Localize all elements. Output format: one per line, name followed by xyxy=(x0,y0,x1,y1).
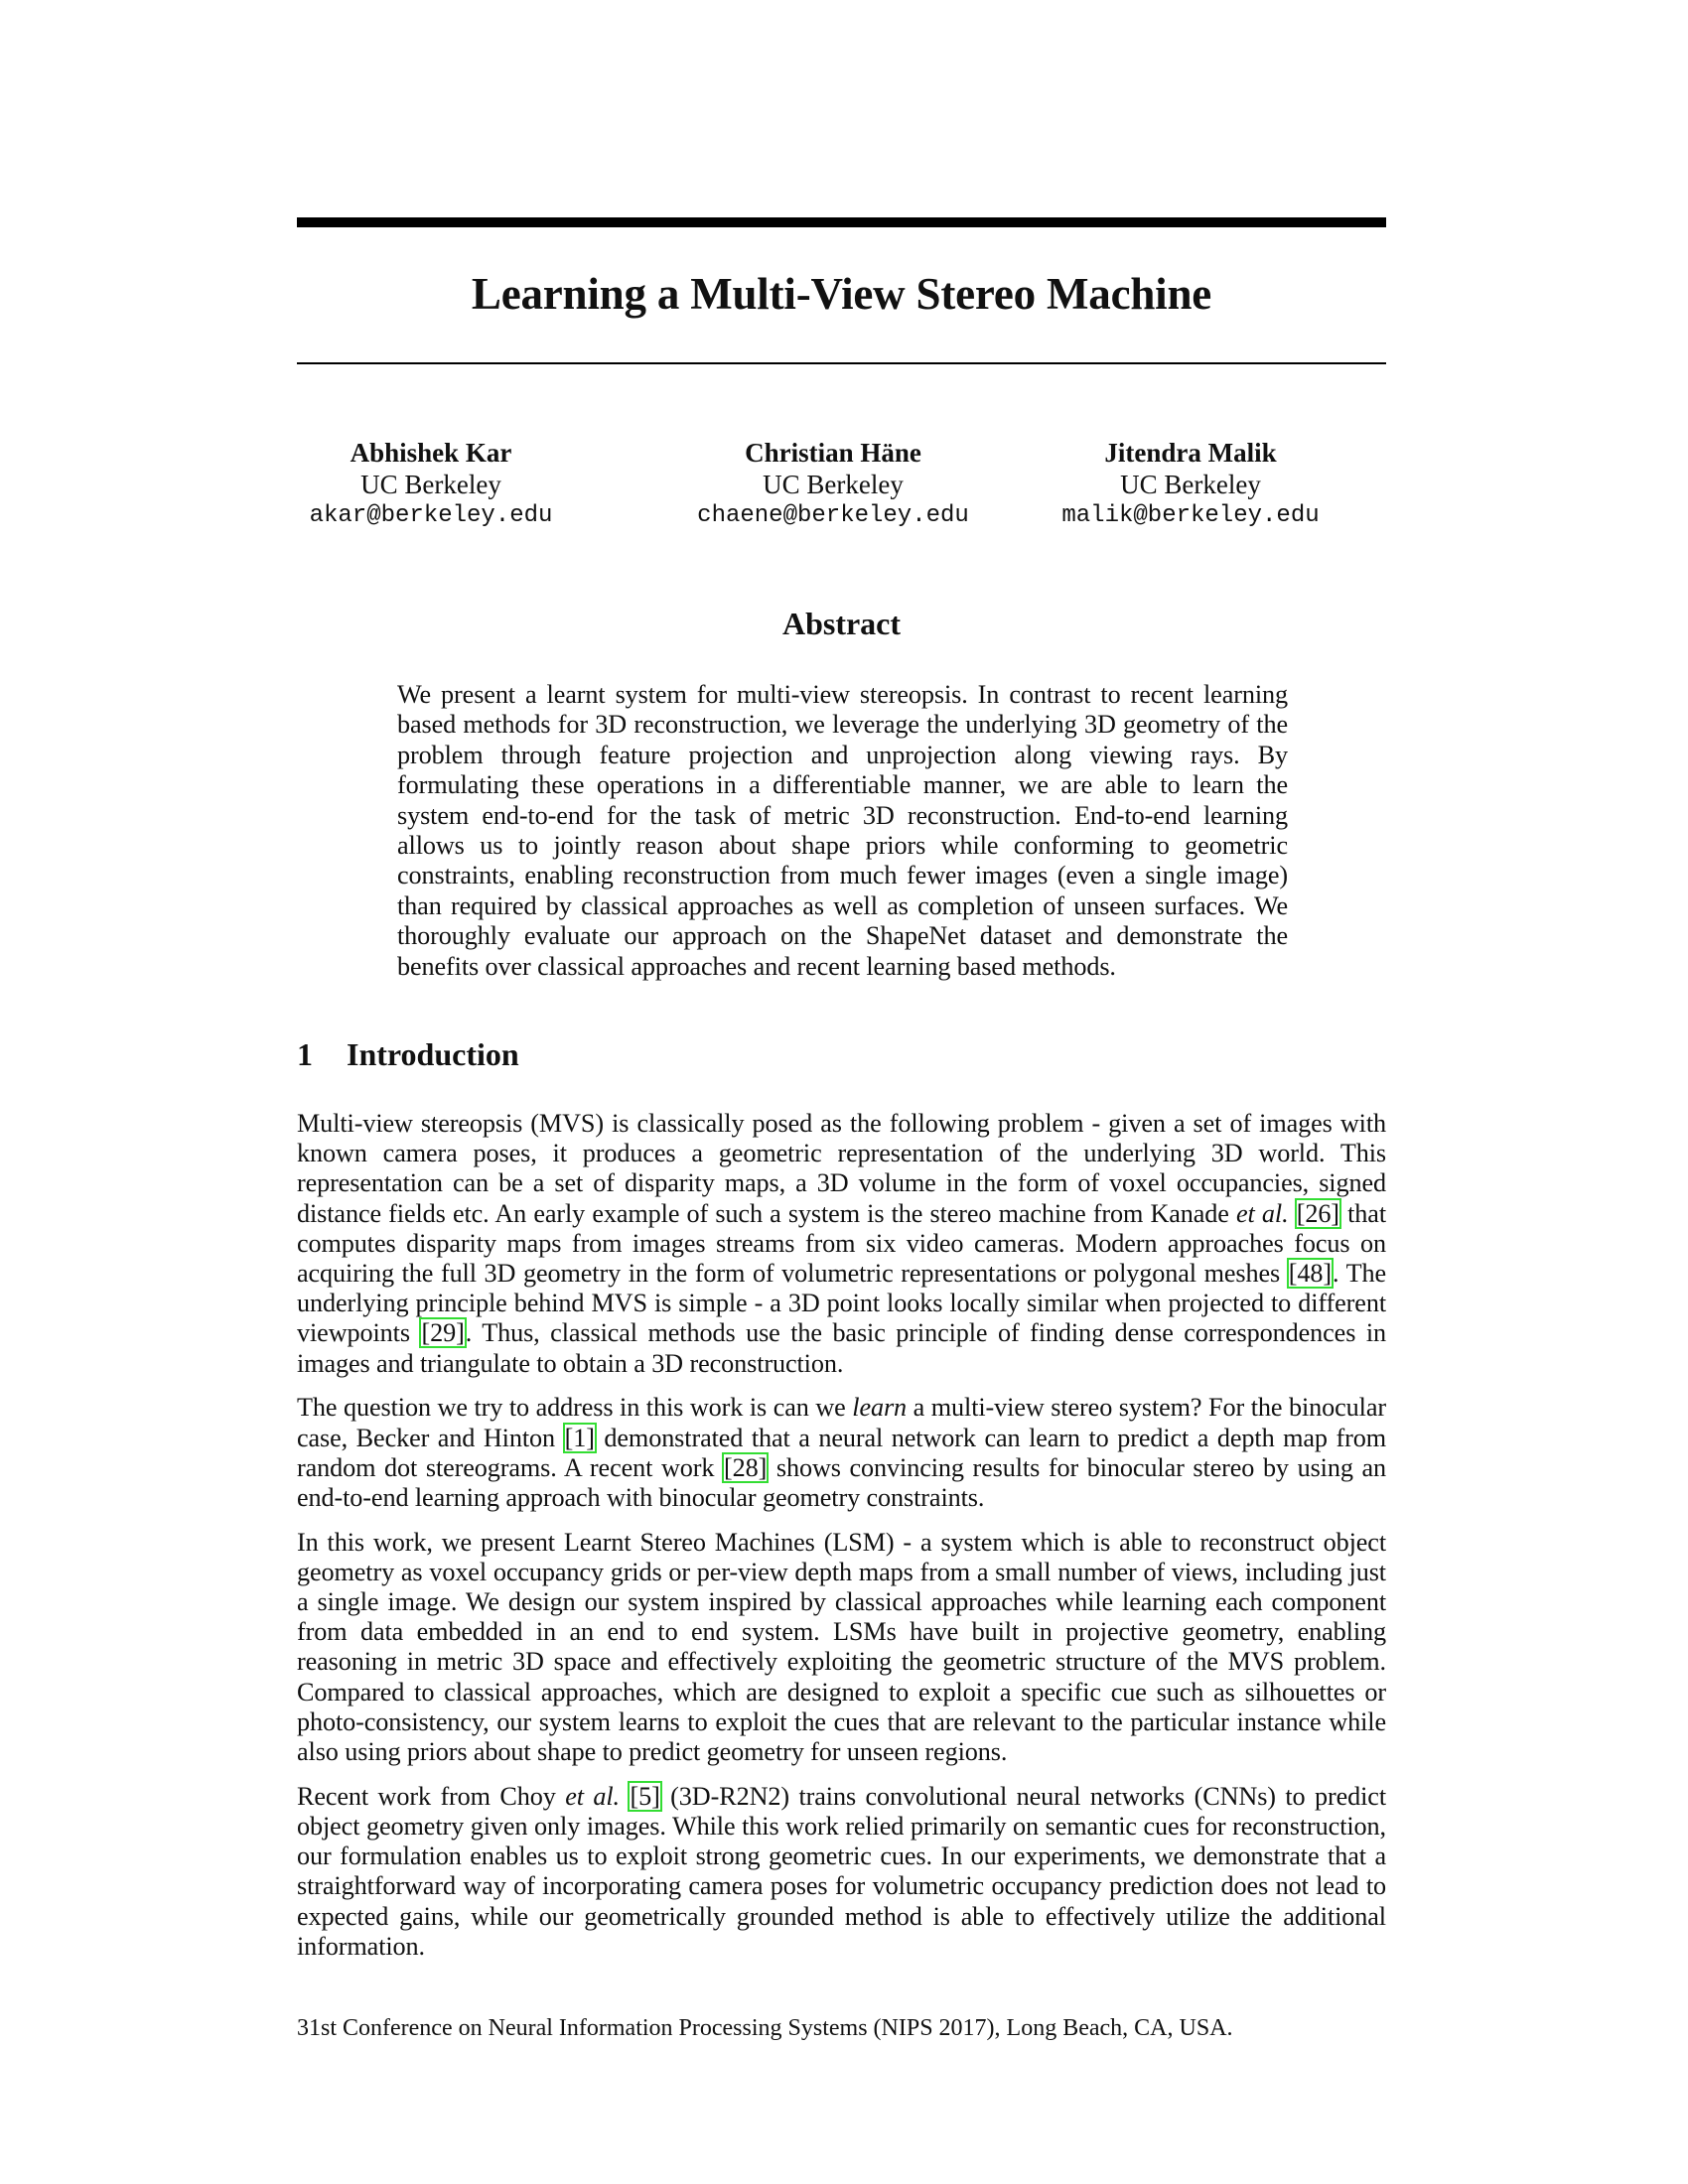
author-affiliation: UC Berkeley xyxy=(763,470,904,499)
paper-title: Learning a Multi-View Stereo Machine xyxy=(471,269,1212,319)
author-affiliation: UC Berkeley xyxy=(1120,470,1261,499)
text-run: shows convincing results for binocular s… xyxy=(297,1452,1386,1512)
paragraph-3: In this work, we present Learnt Stereo M… xyxy=(297,1527,1386,1767)
text-run: Recent work from Choy xyxy=(297,1781,566,1811)
text-run: that computes disparity maps from images… xyxy=(297,1198,1386,1289)
text-run: (3D-R2N2) trains convolutional neural ne… xyxy=(297,1781,1387,1961)
citation-link[interactable]: [29] xyxy=(419,1317,467,1349)
abstract-text: We present a learnt system for multi-vie… xyxy=(397,680,1288,981)
text-run: . Thus, classical methods use the basic … xyxy=(297,1318,1386,1378)
paragraph-4: Recent work from Choy et al. [5] (3D-R2N… xyxy=(297,1780,1387,1962)
author-block: Abhishek Kar UC Berkeley akar@berkeley.e… xyxy=(297,437,1386,536)
citation-link[interactable]: [1] xyxy=(562,1422,597,1453)
section-heading: 1 Introduction xyxy=(297,1034,519,1074)
section-body: Multi-view stereopsis (MVS) is classical… xyxy=(297,1109,1386,1976)
author-affiliation: UC Berkeley xyxy=(360,470,501,499)
et-al-emphasis: et al. xyxy=(565,1781,620,1811)
section-number: 1 xyxy=(297,1036,313,1072)
et-al-emphasis: et al. xyxy=(1236,1198,1289,1228)
learn-emphasis: learn xyxy=(852,1393,908,1423)
author-1: Abhishek Kar UC Berkeley akar@berkeley.e… xyxy=(297,437,565,532)
citation-link[interactable]: [5] xyxy=(628,1780,662,1812)
author-email[interactable]: malik@berkeley.edu xyxy=(1061,502,1320,529)
text-run: The question we try to address in this w… xyxy=(297,1393,853,1423)
title-bottom-rule xyxy=(297,362,1386,364)
section-title: Introduction xyxy=(347,1036,519,1072)
abstract-heading: Abstract xyxy=(781,606,902,641)
author-name: Christian Häne xyxy=(745,438,921,468)
citation-link[interactable]: [48] xyxy=(1286,1258,1334,1290)
author-name: Abhishek Kar xyxy=(350,438,512,468)
title-top-rule xyxy=(297,217,1386,227)
paragraph-2: The question we try to address in this w… xyxy=(297,1393,1386,1513)
author-3: Jitendra Malik UC Berkeley malik@berkele… xyxy=(1047,437,1335,532)
author-2: Christian Häne UC Berkeley chaene@berkel… xyxy=(684,437,982,532)
conference-footnote: 31st Conference on Neural Information Pr… xyxy=(297,2015,1233,2041)
paragraph-1: Multi-view stereopsis (MVS) is classical… xyxy=(297,1109,1386,1379)
author-name: Jitendra Malik xyxy=(1104,438,1277,468)
text-run: a multi-view stereo system? For the bino… xyxy=(297,1393,1386,1452)
text-run: . The underlying principle behind MVS is… xyxy=(297,1259,1386,1348)
citation-link[interactable]: [26] xyxy=(1294,1197,1341,1229)
text-run: Multi-view stereopsis (MVS) is classical… xyxy=(297,1109,1386,1228)
author-email[interactable]: akar@berkeley.edu xyxy=(309,502,553,529)
author-email[interactable]: chaene@berkeley.edu xyxy=(697,502,969,529)
citation-link[interactable]: [28] xyxy=(722,1451,770,1483)
text-run: demonstrated that a neural network can l… xyxy=(297,1423,1386,1482)
